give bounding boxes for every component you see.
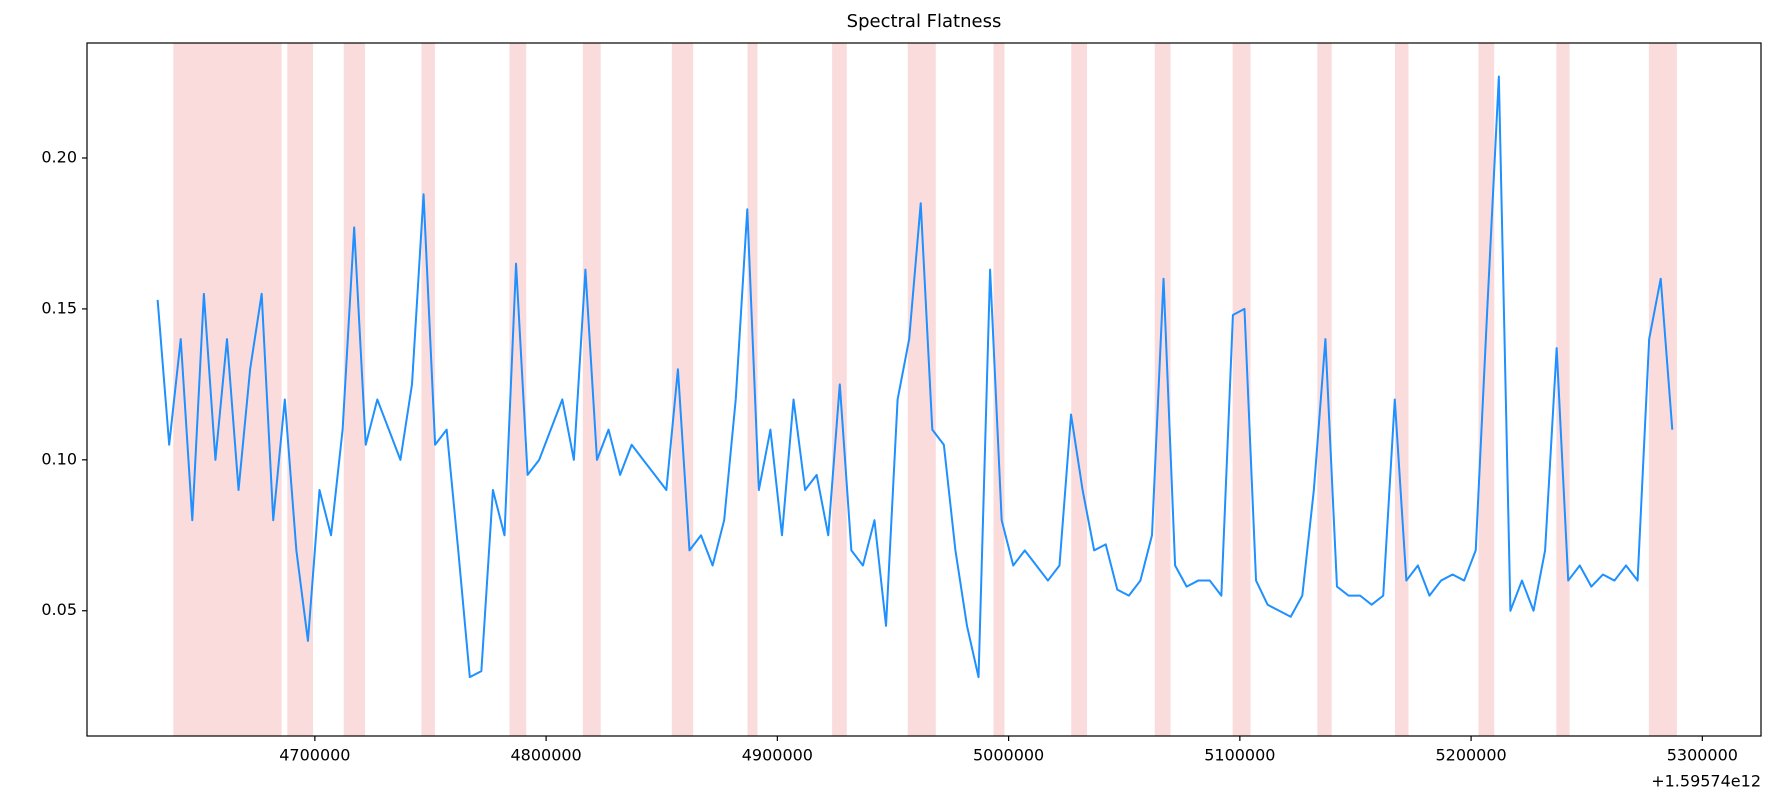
x-tick-label: 5200000 [1435, 746, 1506, 765]
highlight-span [343, 42, 366, 737]
x-tick-label: 4800000 [510, 746, 581, 765]
highlight-span [173, 42, 282, 737]
y-tick-label: 0.10 [41, 449, 77, 468]
x-tick-label: 4900000 [742, 746, 813, 765]
x-tick-label: 5000000 [973, 746, 1044, 765]
x-tick-label: 5100000 [1204, 746, 1275, 765]
highlight-span [1394, 42, 1409, 737]
y-tick-label: 0.15 [41, 298, 77, 317]
x-tick-label: 5300000 [1667, 746, 1738, 765]
data-line [156, 75, 1674, 679]
x-offset-label: +1.59574e12 [1651, 772, 1761, 791]
x-tick-label: 4700000 [279, 746, 350, 765]
y-tick-label: 0.05 [41, 600, 77, 619]
highlight-span [1478, 42, 1495, 737]
highlight-span [1317, 42, 1332, 737]
chart-title: Spectral Flatness [847, 11, 1002, 32]
y-tick-label: 0.20 [41, 147, 77, 166]
plot-frame [86, 42, 1762, 737]
highlight-span [1071, 42, 1088, 737]
highlight-span [1648, 42, 1677, 737]
highlight-span [287, 42, 314, 737]
